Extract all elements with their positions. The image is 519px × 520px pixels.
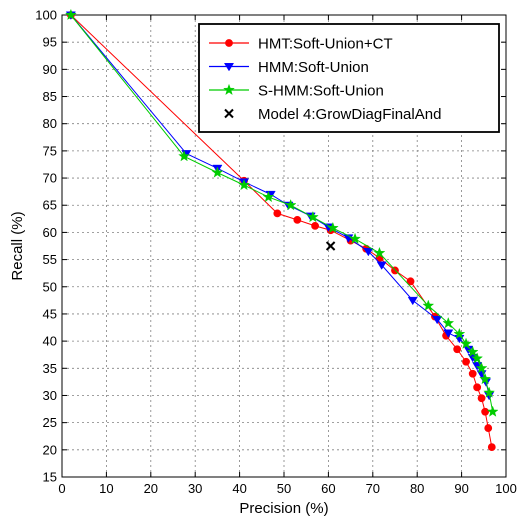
legend-item: S-HMM:Soft-Union — [209, 83, 384, 100]
data-point — [406, 277, 415, 286]
y-axis-title: Recall (%) — [9, 211, 26, 280]
y-tick-label: 85 — [43, 89, 57, 104]
data-point — [471, 352, 484, 364]
legend-marker — [225, 39, 233, 47]
legend-label: S-HMM:Soft-Union — [258, 83, 384, 100]
legend-label: HMT:Soft-Union+CT — [258, 36, 393, 53]
series-layer — [64, 8, 499, 452]
data-point — [284, 199, 297, 211]
legend: HMT:Soft-Union+CT HMM:Soft-Union S-HMM:Sof… — [198, 23, 500, 133]
data-point — [262, 190, 275, 203]
y-tick-label: 50 — [43, 279, 57, 294]
y-tick-label: 100 — [35, 8, 57, 23]
data-point — [211, 166, 224, 178]
data-point — [486, 405, 499, 417]
x-tick-label: 60 — [321, 481, 335, 496]
legend-item: Model 4:GrowDiagFinalAnd — [224, 106, 441, 123]
series-3 — [325, 241, 336, 251]
y-tick-label: 40 — [43, 334, 57, 349]
y-tick-label: 45 — [43, 306, 57, 321]
data-point — [238, 178, 250, 191]
data-point — [481, 407, 490, 416]
legend-item: HMM:Soft-Union — [209, 59, 369, 76]
y-tick-label: 80 — [43, 116, 57, 131]
y-tick-label: 30 — [43, 388, 57, 403]
y-tick-label: 25 — [43, 415, 57, 430]
data-point — [477, 394, 486, 403]
x-axis-title: Precision (%) — [239, 500, 328, 517]
data-point — [311, 221, 319, 230]
data-point — [376, 261, 387, 270]
x-tick-label: 30 — [188, 481, 202, 496]
data-point — [273, 209, 282, 218]
data-point — [453, 327, 466, 340]
x-tick-label: 10 — [99, 481, 113, 496]
data-point — [487, 443, 496, 452]
data-point — [460, 337, 472, 349]
data-point — [484, 424, 493, 432]
data-point — [325, 241, 336, 251]
data-point — [178, 150, 190, 162]
y-tick-label: 65 — [43, 198, 57, 213]
data-point — [432, 315, 443, 325]
y-tick-label: 55 — [43, 252, 57, 267]
y-tick-label: 90 — [43, 62, 57, 77]
x-tick-label: 90 — [454, 481, 468, 496]
axes-layer: 0 10 20 30 40 50 60 70 80 90 100 15 20 25 30 35 40 45 50 55… — [35, 8, 517, 497]
series-2 — [64, 8, 499, 417]
data-point — [64, 8, 77, 21]
y-tick-label: 20 — [43, 442, 57, 457]
legend-item: HMT:Soft-Union+CT — [209, 36, 393, 53]
x-tick-label: 70 — [366, 481, 380, 496]
data-point — [466, 345, 479, 357]
data-point — [407, 296, 418, 306]
data-point — [468, 369, 477, 378]
legend-box — [198, 23, 500, 133]
legend-label: HMM:Soft-Union — [258, 59, 369, 76]
data-point — [349, 232, 361, 244]
data-point — [373, 246, 386, 259]
legend-marker — [223, 63, 235, 72]
y-tick-label: 60 — [43, 225, 57, 240]
legend-label: Model 4:GrowDiagFinalAnd — [258, 106, 441, 123]
data-point — [326, 221, 339, 234]
y-tick-label: 95 — [43, 35, 57, 50]
x-tick-label: 0 — [58, 481, 65, 496]
legend-marker — [224, 108, 234, 119]
data-point — [293, 216, 302, 224]
data-point — [483, 386, 496, 398]
x-tick-label: 20 — [144, 481, 158, 496]
x-tick-label: 80 — [410, 481, 424, 496]
data-point — [422, 299, 435, 311]
y-tick-label: 70 — [43, 171, 57, 186]
data-point — [442, 316, 455, 329]
y-tick-label: 35 — [43, 361, 57, 376]
x-tick-label: 50 — [277, 481, 291, 496]
y-tick-label: 75 — [43, 143, 57, 158]
data-point — [479, 372, 492, 385]
data-point — [475, 362, 488, 374]
data-point — [306, 211, 319, 223]
data-point — [443, 329, 454, 338]
data-point — [453, 345, 462, 354]
data-point — [462, 357, 470, 366]
legend-marker — [223, 83, 235, 96]
data-point — [473, 383, 482, 392]
x-tick-label: 100 — [495, 481, 517, 496]
x-tick-label: 40 — [232, 481, 246, 496]
y-tick-label: 15 — [43, 470, 57, 485]
data-point — [363, 247, 374, 257]
